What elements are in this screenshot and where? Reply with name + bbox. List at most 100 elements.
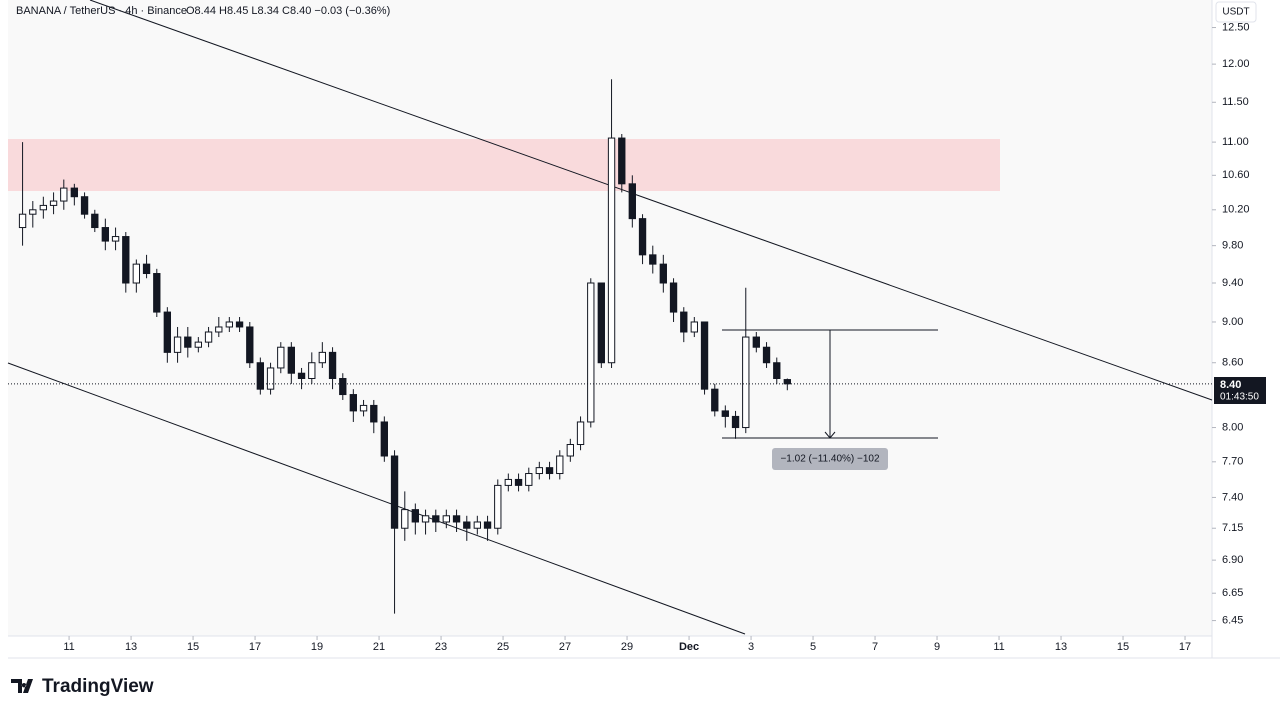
candle-body — [566, 444, 574, 457]
y-tick-label: 8.00 — [1222, 421, 1243, 433]
logo-mark — [11, 679, 33, 693]
candle-body — [39, 204, 48, 211]
measure-label: −1.02 (−11.40%) −102 — [780, 454, 879, 465]
candle-body — [638, 218, 647, 256]
candle-body — [277, 346, 285, 369]
measure-arrow-head — [824, 431, 836, 439]
candle-body — [235, 321, 244, 328]
candle-body — [545, 467, 554, 475]
candle-body — [762, 346, 771, 364]
y-tick-label: 12.50 — [1222, 21, 1250, 33]
x-tick-label: 13 — [1055, 641, 1067, 653]
candle-body — [452, 515, 461, 523]
y-tick-label: 10.60 — [1222, 169, 1250, 181]
candle-body — [628, 183, 636, 220]
y-tick-label: 6.45 — [1222, 614, 1243, 626]
countdown: 01:43:50 — [1220, 392, 1259, 403]
candle-body — [463, 521, 471, 529]
candle-body — [618, 137, 626, 185]
candle-body — [29, 209, 37, 215]
candle-body — [421, 515, 430, 523]
candle-body — [783, 379, 791, 385]
resistance-zone — [8, 139, 1000, 191]
candle-body — [659, 263, 667, 284]
candle-body — [535, 467, 543, 475]
candle-body — [204, 331, 213, 343]
candle-body — [514, 478, 523, 486]
candle-body — [225, 321, 234, 328]
candle-body — [359, 404, 368, 412]
candle-body — [184, 336, 192, 348]
candle-body — [752, 336, 760, 348]
candle-body — [318, 351, 327, 364]
candle-body — [390, 455, 399, 529]
candle-body — [163, 311, 172, 353]
x-tick-label: 9 — [934, 641, 940, 653]
x-tick-label: 21 — [373, 641, 385, 653]
x-tick-label: 11 — [993, 641, 1004, 653]
candle-body — [80, 196, 89, 215]
y-tick-label: 7.70 — [1222, 456, 1243, 468]
lower-trendline — [7, 362, 746, 635]
measure-label-box — [772, 448, 888, 470]
x-tick-label: 15 — [1117, 641, 1129, 653]
x-tick-label: 23 — [435, 641, 447, 653]
candle-body — [70, 187, 79, 198]
x-tick-label: 13 — [125, 641, 137, 653]
y-tick-label: 7.40 — [1222, 491, 1243, 503]
candle-body — [173, 336, 182, 353]
candle-body — [649, 254, 657, 265]
candle-body — [18, 213, 27, 229]
candle-body — [576, 421, 585, 446]
candle-body — [721, 410, 729, 417]
x-tick-label: 19 — [311, 641, 323, 653]
candle-body — [680, 311, 688, 333]
y-tick-label: 10.20 — [1222, 204, 1250, 216]
candle-body — [194, 341, 203, 348]
candle-body — [742, 336, 750, 429]
candle-body — [132, 263, 141, 284]
candle-body — [215, 326, 223, 333]
candle-body — [690, 321, 698, 333]
candle-body — [556, 455, 564, 475]
candle-body — [525, 473, 533, 486]
candle-body — [607, 137, 616, 364]
y-tick-label: 12.00 — [1222, 58, 1250, 70]
candle-body — [328, 351, 337, 380]
candle-body — [773, 362, 781, 380]
candle-body — [101, 227, 110, 242]
candle-body — [60, 187, 68, 202]
x-tick-label: 7 — [872, 641, 878, 653]
candle-body — [483, 521, 492, 529]
x-tick-label: 17 — [249, 641, 261, 653]
y-tick-label: 9.00 — [1222, 316, 1243, 328]
candle-body — [442, 515, 450, 523]
candle-body — [91, 213, 99, 229]
candle-body — [256, 362, 265, 390]
candle-body — [380, 421, 388, 457]
y-tick-label: 9.80 — [1222, 240, 1243, 252]
symbol-info: BANANA / TetherUS · 4h · Binance — [16, 5, 187, 17]
candle-body — [122, 236, 130, 284]
y-tick-label: 9.40 — [1222, 277, 1243, 289]
logo-text: TradingView — [42, 676, 154, 697]
candle-body — [587, 282, 595, 423]
y-tick-label: 11.00 — [1222, 136, 1249, 148]
candle-body — [297, 372, 306, 380]
candle-body — [711, 388, 719, 412]
currency: USDT — [1222, 7, 1249, 18]
candle-body — [597, 282, 605, 364]
x-tick-label: Dec — [679, 641, 699, 653]
candle-body — [700, 321, 709, 390]
candle-body — [494, 484, 502, 529]
candles — [18, 79, 791, 614]
x-tick-label: 15 — [187, 641, 199, 653]
candle-body — [339, 378, 347, 396]
candle-body — [401, 509, 409, 529]
upper-trendline — [89, 0, 1213, 401]
candle-body — [473, 521, 481, 529]
candle-body — [142, 263, 151, 275]
candle-body — [266, 367, 275, 390]
